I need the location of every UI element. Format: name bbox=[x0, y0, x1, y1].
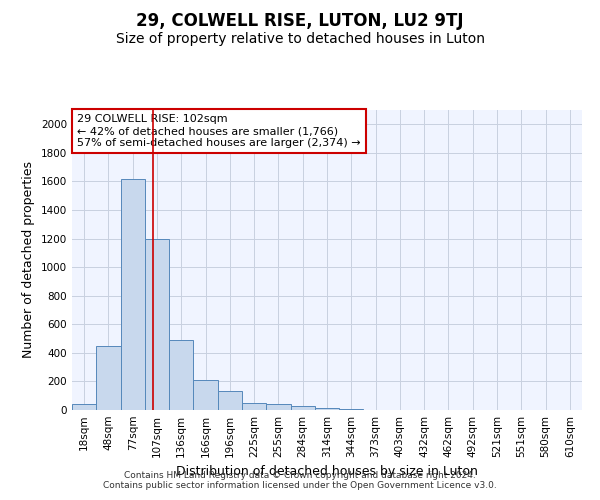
Bar bbox=[193, 380, 218, 410]
Bar bbox=[218, 392, 242, 410]
Bar bbox=[169, 340, 193, 410]
Bar bbox=[242, 403, 266, 410]
Text: Size of property relative to detached houses in Luton: Size of property relative to detached ho… bbox=[115, 32, 485, 46]
Bar bbox=[315, 408, 339, 410]
X-axis label: Distribution of detached houses by size in Luton: Distribution of detached houses by size … bbox=[176, 466, 478, 478]
Bar bbox=[72, 404, 96, 410]
Text: 29, COLWELL RISE, LUTON, LU2 9TJ: 29, COLWELL RISE, LUTON, LU2 9TJ bbox=[136, 12, 464, 30]
Text: Contains HM Land Registry data © Crown copyright and database right 2024.
Contai: Contains HM Land Registry data © Crown c… bbox=[103, 470, 497, 490]
Bar bbox=[145, 238, 169, 410]
Bar bbox=[96, 346, 121, 410]
Bar bbox=[290, 406, 315, 410]
Bar bbox=[266, 404, 290, 410]
Text: 29 COLWELL RISE: 102sqm
← 42% of detached houses are smaller (1,766)
57% of semi: 29 COLWELL RISE: 102sqm ← 42% of detache… bbox=[77, 114, 361, 148]
Y-axis label: Number of detached properties: Number of detached properties bbox=[22, 162, 35, 358]
Bar bbox=[121, 178, 145, 410]
